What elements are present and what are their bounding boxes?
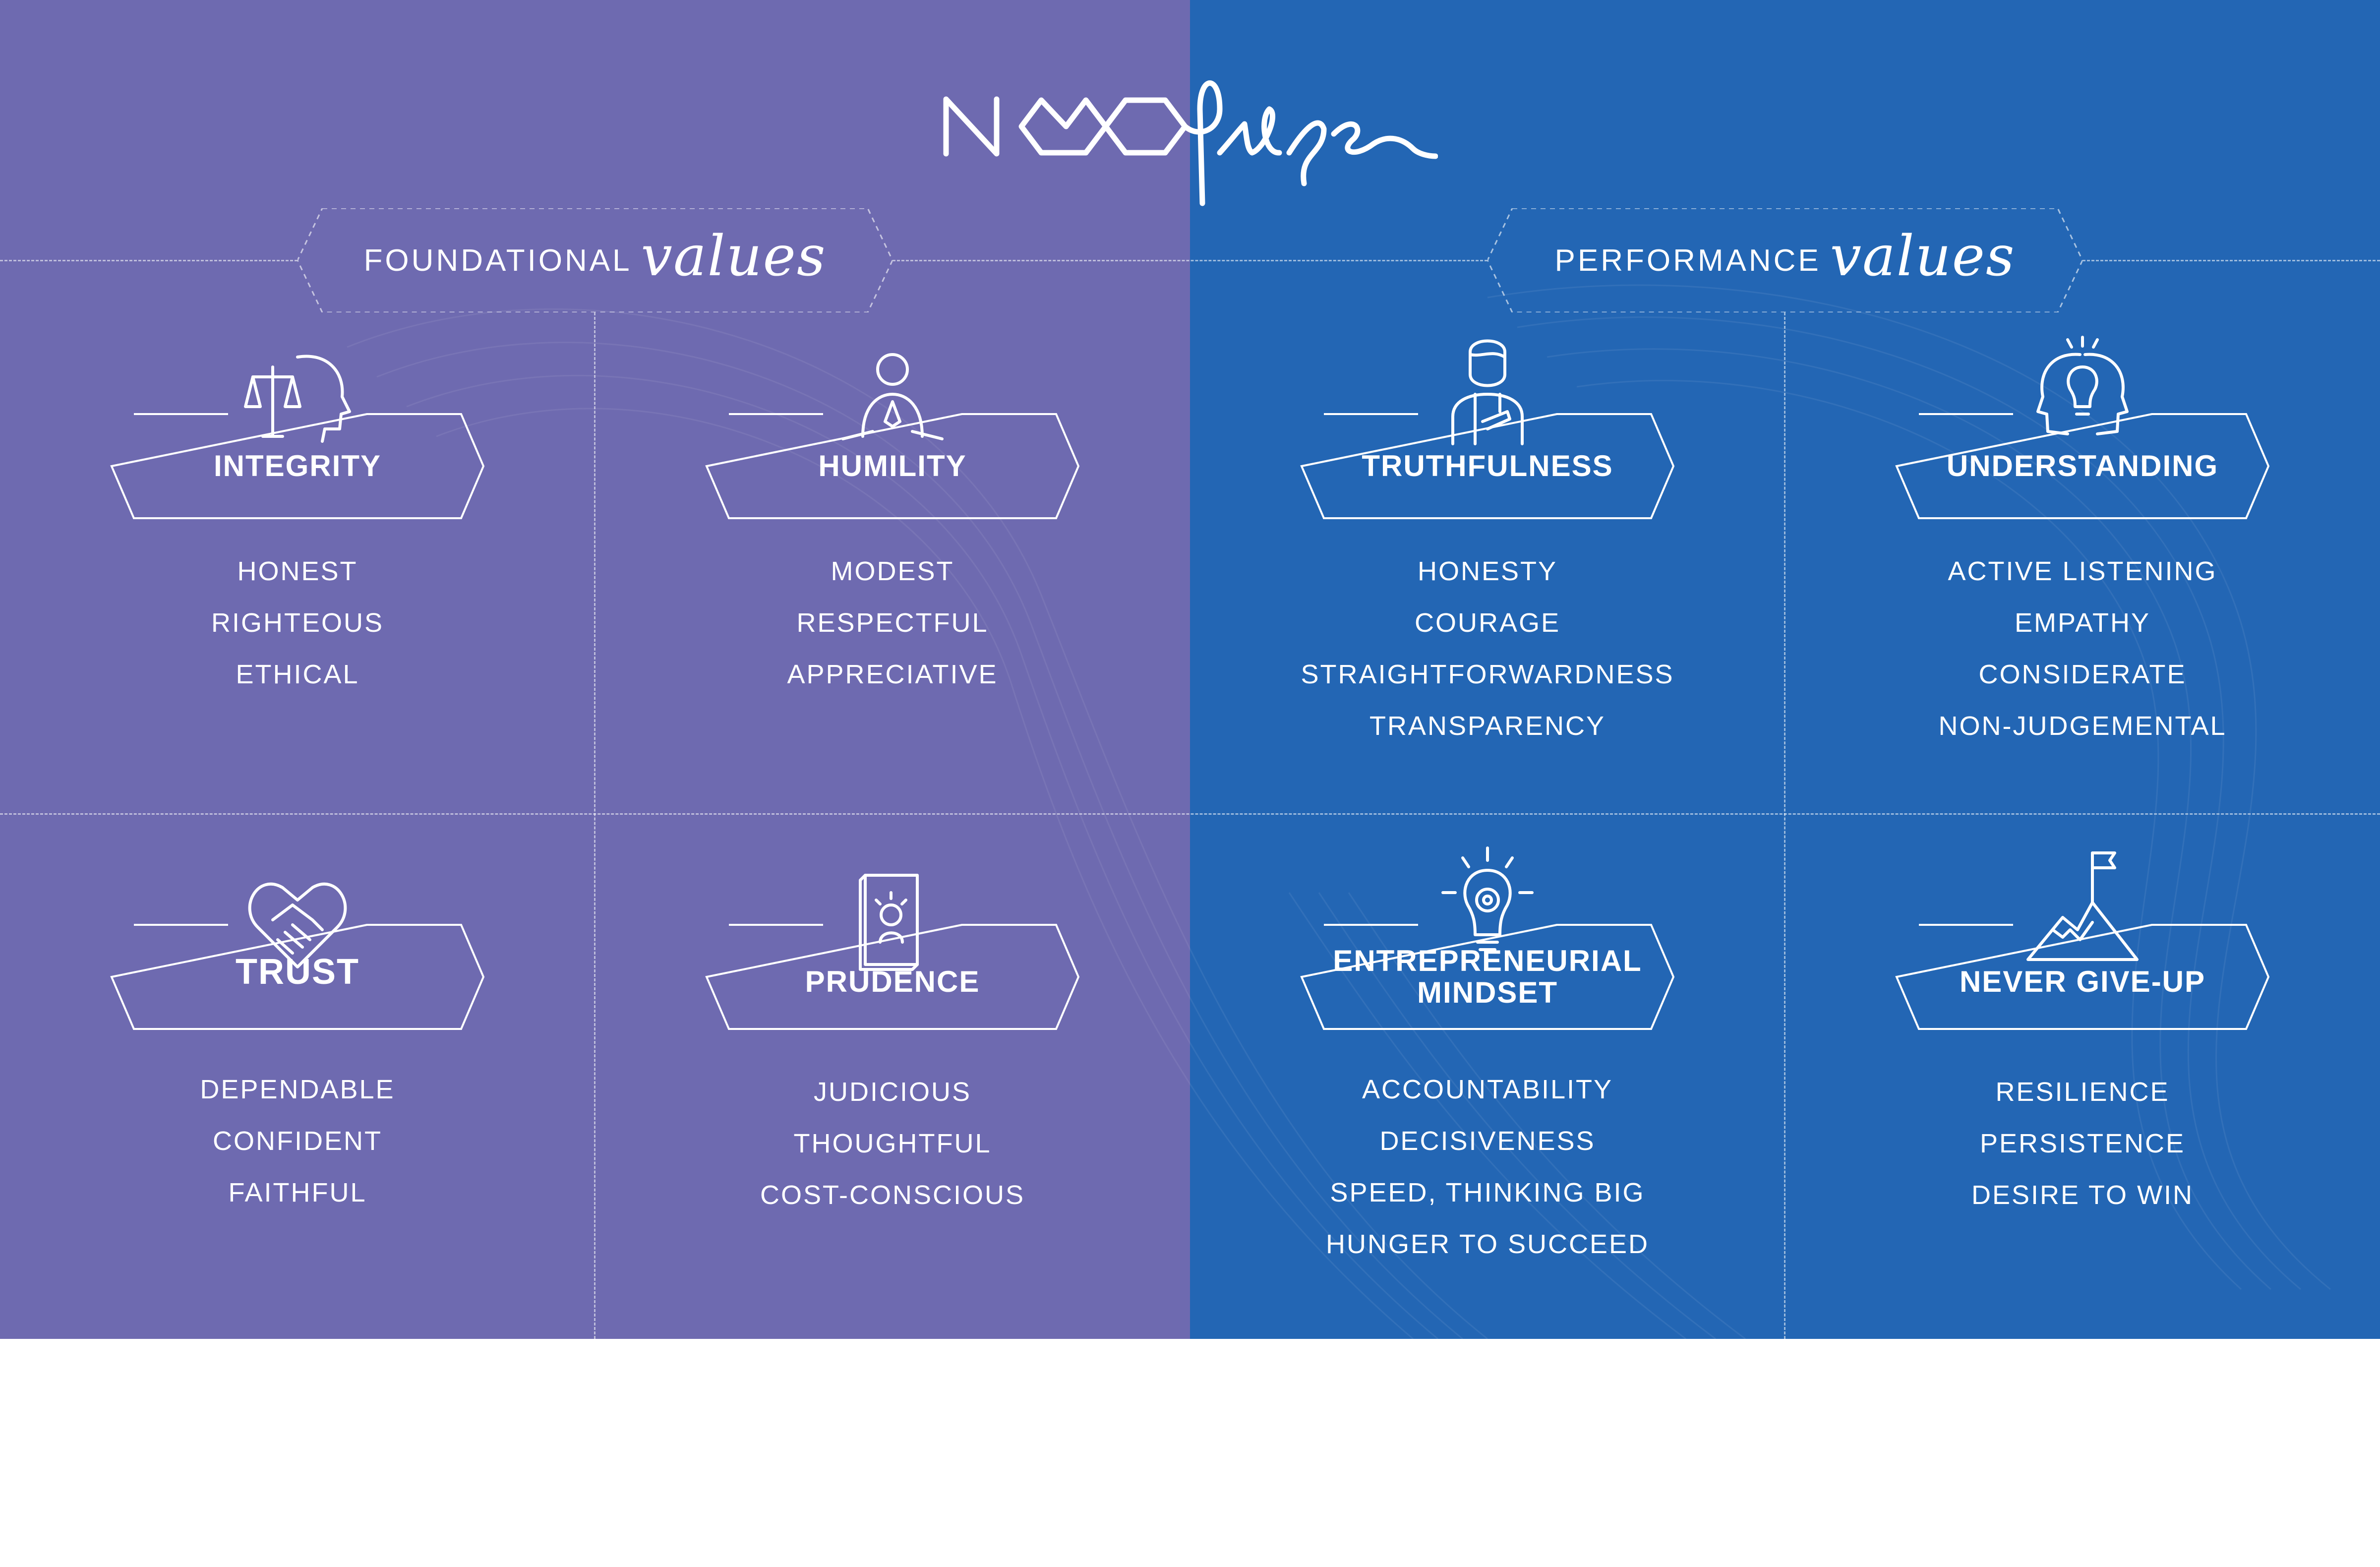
trait-item: COST-CONSCIOUS <box>760 1180 1025 1210</box>
trait-item: PERSISTENCE <box>1979 1129 2186 1158</box>
trait-item: RESILIENCE <box>1995 1077 2170 1107</box>
value-title: NEVER GIVE-UP <box>1959 965 2206 998</box>
value-card-integrity: INTEGRITY HONEST RIGHTEOUS ETHICAL <box>0 347 595 1041</box>
value-title: UNDERSTANDING <box>1946 449 2219 482</box>
trait-item: TRANSPARENCY <box>1369 711 1606 741</box>
performance-script: values <box>1830 224 2016 289</box>
title-frame <box>705 413 1080 519</box>
gear-lightbulb-icon <box>1441 846 1534 951</box>
performance-values-heading: PERFORMANCE values <box>1488 208 2082 312</box>
scales-head-icon <box>244 355 351 443</box>
value-card-trust: TRUST DEPENDABLE CONFIDENT FAITHFUL <box>0 873 595 1567</box>
section-divider-right <box>2082 260 2380 261</box>
trait-item: HONEST <box>237 556 358 586</box>
foundational-word: FOUNDATIONAL <box>363 243 632 278</box>
trait-item: JUDICIOUS <box>813 1077 971 1107</box>
value-card-understanding: UNDERSTANDING ACTIVE LISTENING EMPATHY C… <box>1785 336 2380 1041</box>
person-hand-on-heart-icon <box>1451 339 1524 445</box>
trait-item: SPEED, THINKING BIG <box>1330 1178 1645 1207</box>
heads-lightbulb-icon <box>2036 336 2129 435</box>
trait-list: HONESTY COURAGE STRAIGHTFORWARDNESS TRAN… <box>1190 545 1785 752</box>
title-frame <box>1895 413 2270 519</box>
value-title: INTEGRITY <box>213 449 381 482</box>
value-card-prudence: PRUDENCE JUDICIOUS THOUGHTFUL COST-CONSC… <box>595 873 1190 1567</box>
column-divider-right <box>1784 312 1785 1339</box>
foundational-script: values <box>641 224 827 289</box>
performance-word: PERFORMANCE <box>1554 243 1821 278</box>
trait-item: ACTIVE LISTENING <box>1948 556 2217 586</box>
section-divider-left <box>0 260 298 261</box>
title-frame <box>110 413 485 519</box>
section-divider-center <box>892 260 1488 261</box>
trait-item: DEPENDABLE <box>200 1075 395 1104</box>
mountain-flag-icon <box>2026 851 2139 961</box>
trait-item: DESIRE TO WIN <box>1971 1180 2194 1210</box>
trait-item: HONESTY <box>1417 556 1558 586</box>
column-divider-left <box>594 312 595 1339</box>
trait-item: STRAIGHTFORWARDNESS <box>1301 660 1674 689</box>
value-title: PRUDENCE <box>805 965 980 998</box>
trait-item: NON-JUDGEMENTAL <box>1938 711 2227 741</box>
value-title: ENTREPRENEURIAL MINDSET <box>1319 922 1656 1031</box>
value-card-truthfulness: TRUTHFULNESS HONESTY COURAGE STRAIGHTFOR… <box>1190 339 1785 1041</box>
title-frame <box>1895 924 2270 1030</box>
trait-item: DECISIVENESS <box>1379 1126 1596 1156</box>
trait-item: ETHICAL <box>236 660 359 689</box>
trait-item: ACCOUNTABILITY <box>1362 1075 1613 1104</box>
value-card-never-give-up: NEVER GIVE-UP RESILIENCE PERSISTENCE DES… <box>1785 851 2380 1567</box>
trait-list: JUDICIOUS THOUGHTFUL COST-CONSCIOUS <box>595 1066 1190 1221</box>
trait-list: DEPENDABLE CONFIDENT FAITHFUL <box>0 1064 595 1218</box>
title-frame <box>1300 413 1675 519</box>
title-frame <box>1300 924 1675 1030</box>
trait-item: THOUGHTFUL <box>793 1129 992 1158</box>
neolifer-logo: neolifer <box>943 80 1438 206</box>
foundational-values-heading: FOUNDATIONAL values <box>298 208 892 312</box>
trait-item: RIGHTEOUS <box>211 608 384 638</box>
trait-item: CONSIDERATE <box>1978 660 2187 689</box>
title-frame <box>705 924 1080 1030</box>
trait-item: COURAGE <box>1414 608 1561 638</box>
trait-item: EMPATHY <box>2014 608 2151 638</box>
trait-item: CONFIDENT <box>213 1126 382 1156</box>
trait-item: APPRECIATIVE <box>787 660 998 689</box>
value-title-line-1: ENTREPRENEURIAL <box>1333 944 1642 977</box>
trait-item: MODEST <box>831 556 954 586</box>
value-title: TRUST <box>236 952 359 992</box>
value-card-humility: HUMILITY MODEST RESPECTFUL APPRECIATIVE <box>595 347 1190 1041</box>
book-icon <box>859 874 919 971</box>
value-card-entrepreneurial-mindset: ENTREPRENEURIAL MINDSET ACCOUNTABILITY D… <box>1190 846 1785 1567</box>
row-divider <box>0 813 2380 815</box>
trait-list: ACTIVE LISTENING EMPATHY CONSIDERATE NON… <box>1785 545 2380 752</box>
trait-list: HONEST RIGHTEOUS ETHICAL <box>0 545 595 700</box>
trait-item: FAITHFUL <box>228 1178 367 1207</box>
trait-item: HUNGER TO SUCCEED <box>1325 1229 1650 1259</box>
trait-list: RESILIENCE PERSISTENCE DESIRE TO WIN <box>1785 1066 2380 1221</box>
trait-list: MODEST RESPECTFUL APPRECIATIVE <box>595 545 1190 700</box>
value-title: HUMILITY <box>818 449 967 482</box>
trait-list: ACCOUNTABILITY DECISIVENESS SPEED, THINK… <box>1190 1064 1785 1270</box>
title-frame <box>110 924 485 1030</box>
value-title-line-2: MINDSET <box>1417 976 1558 1009</box>
value-title: TRUTHFULNESS <box>1362 449 1613 482</box>
trait-item: RESPECTFUL <box>796 608 989 638</box>
